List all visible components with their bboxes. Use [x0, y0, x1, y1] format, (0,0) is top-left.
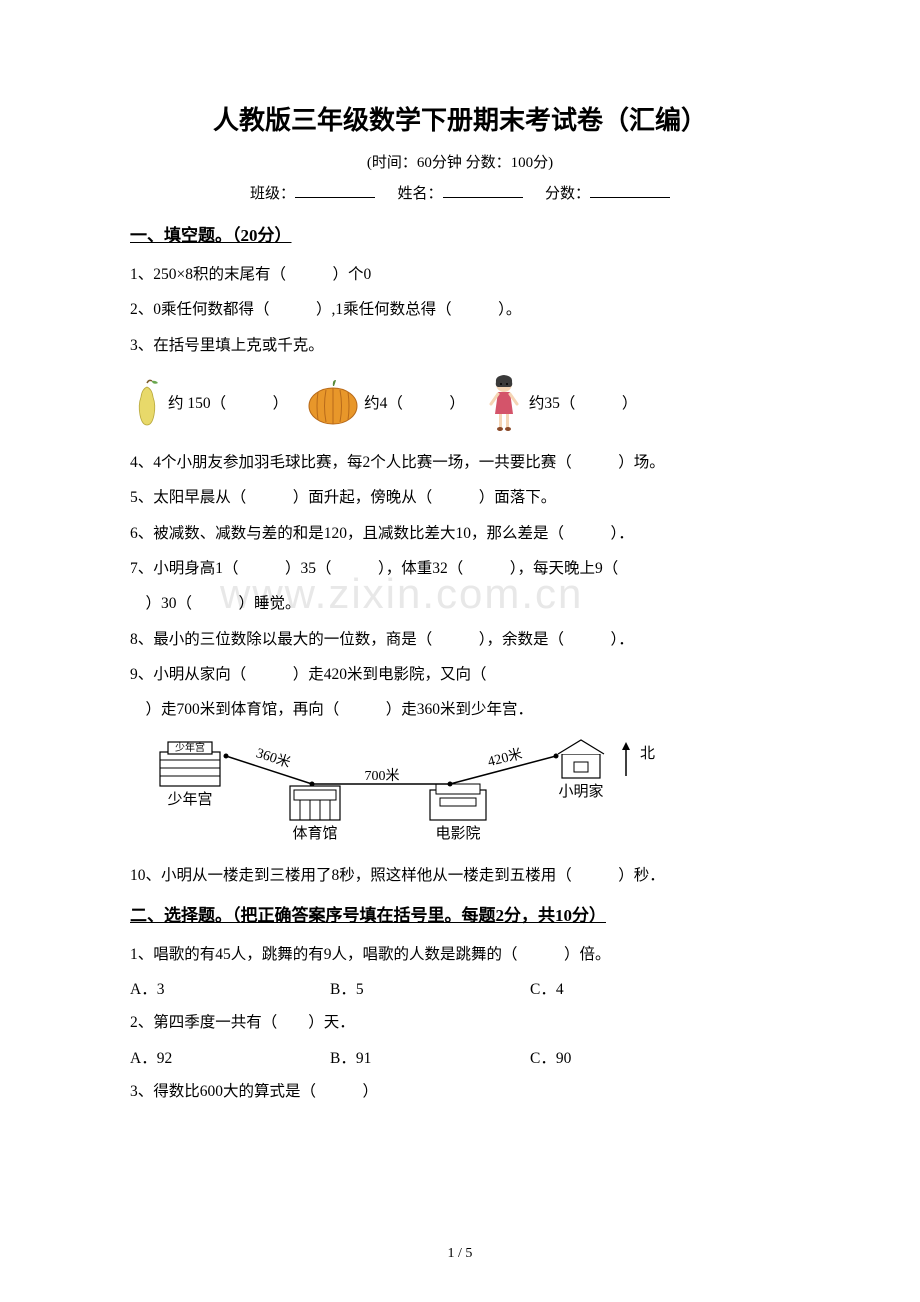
map-youth-sign: 少年宫 [175, 741, 205, 754]
q2-2-choices: A．92 B．91 C．90 [130, 1042, 790, 1075]
map-youth-label: 少年宫 [167, 791, 212, 808]
q2-2-b: B．91 [330, 1042, 530, 1075]
q2-2-c: C．90 [530, 1042, 790, 1075]
class-label: 班级： [250, 186, 295, 202]
map-cinema-label: 电影院 [435, 824, 480, 842]
map-stadium-label: 体育馆 [292, 825, 337, 842]
q2-3: 3、得数比600大的算式是（ ） [130, 1075, 790, 1108]
map-north-label: 北 [640, 745, 655, 762]
q2-2: 2、第四季度一共有（ ）天． [130, 1006, 790, 1039]
page-title: 人教版三年级数学下册期末考试卷（汇编） [130, 100, 790, 137]
image-row: 约 150（ ） 约4（ ） 约35（ ） [130, 372, 790, 432]
q1-9a: 9、小明从家向（ ）走420米到电影院，又向（ [130, 658, 790, 691]
name-label: 姓名： [397, 186, 442, 202]
section2-header: 二、选择题。（把正确答案序号填在括号里。每题2分，共10分） [130, 901, 790, 926]
q1-1: 1、250×8积的末尾有（ ）个0 [130, 258, 790, 291]
class-blank[interactable] [295, 182, 375, 198]
q1-9b: ）走700米到体育馆，再向（ ）走360米到少年宫． [130, 693, 790, 726]
map-home-label: 小明家 [558, 783, 603, 800]
q2-1: 1、唱歌的有45人，跳舞的有9人，唱歌的人数是跳舞的（ ）倍。 [130, 938, 790, 971]
q1-10: 10、小明从一楼走到三楼用了8秒，照这样他从一楼走到五楼用（ ）秒． [130, 859, 790, 892]
info-line: 班级： 姓名： 分数： [130, 182, 790, 203]
q1-7a: 7、小明身高1（ ）35（ ），体重32（ ），每天晚上9（ [130, 552, 790, 585]
img3-label: 约35（ ） [529, 391, 638, 413]
q1-5: 5、太阳早晨从（ ）面升起，傍晚从（ ）面落下。 [130, 481, 790, 514]
q2-2-a: A．92 [130, 1042, 330, 1075]
q1-3: 3、在括号里填上克或千克。 [130, 329, 790, 362]
q1-2: 2、0乘任何数都得（ ）,1乘任何数总得（ ）。 [130, 293, 790, 326]
page-footer: 1 / 5 [0, 1246, 920, 1262]
pear-icon [130, 377, 164, 427]
map-diagram: 少年宫 少年宫 体育馆 电影院 小明家 北 360米 700米 420米 [150, 734, 660, 844]
section1-header: 一、填空题。（20分） [130, 221, 790, 246]
q1-8: 8、最小的三位数除以最大的一位数，商是（ ），余数是（ ）． [130, 623, 790, 656]
q2-1-a: A．3 [130, 973, 330, 1006]
q2-1-c: C．4 [530, 973, 790, 1006]
name-blank[interactable] [443, 182, 523, 198]
q1-7b: ）30（ ）睡觉。 [130, 587, 790, 620]
q1-4: 4、4个小朋友参加羽毛球比赛，每2个人比赛一场，一共要比赛（ ）场。 [130, 446, 790, 479]
map-d2: 700米 [365, 768, 400, 784]
img1-label: 约 150（ ） [168, 391, 288, 413]
q2-1-choices: A．3 B．5 C．4 [130, 973, 790, 1006]
girl-icon [483, 372, 525, 432]
q1-6: 6、被减数、减数与差的和是120，且减数比差大10，那么差是（ ）． [130, 517, 790, 550]
score-blank[interactable] [590, 182, 670, 198]
pumpkin-icon [306, 378, 360, 426]
subtitle: (时间：60分钟 分数：100分) [130, 151, 790, 172]
score-label: 分数： [545, 186, 590, 202]
q2-1-b: B．5 [330, 973, 530, 1006]
img2-label: 约4（ ） [364, 391, 465, 413]
